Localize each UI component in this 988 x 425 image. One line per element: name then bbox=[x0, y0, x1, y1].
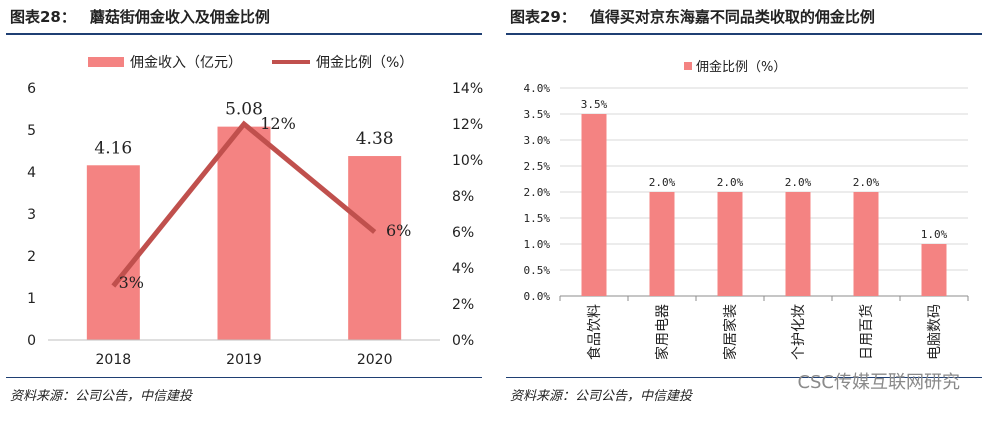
y-tick-label: 4 bbox=[27, 165, 36, 181]
bar-value-label: 2.0% bbox=[717, 176, 744, 189]
x-tick-label: 家居家装 bbox=[722, 304, 739, 360]
line-value-label: 6% bbox=[386, 221, 411, 240]
bar-value-label: 1.0% bbox=[921, 228, 948, 241]
y-tick-label: 3.5% bbox=[524, 108, 551, 121]
y2-tick-label: 0% bbox=[452, 333, 474, 349]
bar bbox=[717, 192, 743, 296]
x-tick-label: 家用电器 bbox=[654, 304, 671, 360]
y-tick-label: 4.0% bbox=[524, 82, 551, 95]
x-tick-label: 2018 bbox=[96, 352, 132, 368]
bar-value-label: 4.38 bbox=[356, 129, 394, 149]
x-tick-label: 食品饮料 bbox=[586, 304, 603, 360]
chart-panel-category-commission: 图表29： 值得买对京东海嘉不同品类收取的佣金比例 佣金比例（%） 0.0% 0.5%… bbox=[500, 0, 988, 425]
y2-tick-label: 14% bbox=[452, 81, 483, 97]
y-tick-label: 1.5% bbox=[524, 212, 551, 225]
figure-number: 图表29： bbox=[510, 8, 576, 26]
y-tick-label: 1 bbox=[27, 291, 36, 307]
y2-tick-label: 8% bbox=[452, 189, 474, 205]
bar-value-label: 4.16 bbox=[94, 138, 132, 158]
figure-caption: 蘑菇街佣金收入及佣金比例 bbox=[89, 8, 270, 26]
line-series bbox=[111, 120, 377, 288]
combo-chart: 佣金收入（亿元） 佣金比例（%） 0 1 2 3 4 5 6 0% 2% 4% 6% 8% 10% 12% 14… bbox=[27, 55, 483, 368]
bar-value-label: 2.0% bbox=[649, 176, 676, 189]
y-tick-label: 2 bbox=[27, 249, 36, 265]
y-tick-label: 0.5% bbox=[524, 264, 551, 277]
bar-chart: 佣金比例（%） 0.0% 0.5% 1.0% 1.5% 2.0% 2.5% 3.0% 3.5% 4… bbox=[524, 59, 969, 360]
bar-value-label: 2.0% bbox=[785, 176, 812, 189]
bottom-rule bbox=[6, 377, 482, 378]
x-tick-label: 电脑数码 bbox=[927, 304, 943, 360]
title-rule bbox=[506, 33, 982, 35]
figure-caption: 值得买对京东海嘉不同品类收取的佣金比例 bbox=[589, 8, 875, 26]
y2-tick-label: 4% bbox=[452, 261, 474, 277]
legend-swatch-bar bbox=[88, 57, 124, 67]
bar-value-label: 3.5% bbox=[581, 98, 608, 111]
bar bbox=[921, 244, 947, 296]
bar-value-label: 2.0% bbox=[853, 176, 880, 189]
legend-label-bar: 佣金比例（%） bbox=[696, 59, 786, 75]
y2-tick-label: 2% bbox=[452, 297, 474, 313]
x-tick-label: 2019 bbox=[226, 352, 262, 368]
legend: 佣金收入（亿元） 佣金比例（%） bbox=[88, 55, 413, 71]
bar bbox=[581, 114, 607, 296]
y-tick-label: 1.0% bbox=[524, 238, 551, 251]
source-note: 资料来源：公司公告，中信建投 bbox=[10, 389, 193, 404]
bar bbox=[785, 192, 811, 296]
x-tick-label: 日用百货 bbox=[858, 304, 875, 360]
line-value-label: 12% bbox=[260, 114, 296, 133]
source-note: 资料来源：公司公告，中信建投 bbox=[510, 389, 693, 404]
y-tick-label: 3 bbox=[27, 207, 36, 223]
y-tick-label: 0.0% bbox=[524, 290, 551, 303]
bar bbox=[348, 156, 402, 340]
line-value-label: 3% bbox=[119, 273, 144, 292]
y2-tick-label: 12% bbox=[452, 117, 483, 133]
x-tick-label: 2020 bbox=[357, 352, 393, 368]
y-tick-label: 2.0% bbox=[524, 186, 551, 199]
x-tick-label: 个护化妆 bbox=[791, 304, 807, 360]
y-tick-label: 3.0% bbox=[524, 134, 551, 147]
y-tick-label: 6 bbox=[27, 81, 36, 97]
bar bbox=[217, 126, 271, 340]
chart-panel-commission-income: 图表28： 蘑菇街佣金收入及佣金比例 佣金收入（亿元） 佣金比例（%） 0 1 2 3 4 5 6… bbox=[0, 0, 488, 425]
y-tick-label: 2.5% bbox=[524, 160, 551, 173]
title-rule bbox=[6, 33, 482, 35]
figure-number: 图表28： bbox=[10, 8, 76, 26]
watermark: CSC传媒互联网研究 bbox=[797, 372, 960, 393]
y2-tick-label: 10% bbox=[452, 153, 483, 169]
bottom-rule bbox=[506, 377, 982, 378]
legend-swatch-bar bbox=[684, 62, 692, 70]
figure-title: 图表28： 蘑菇街佣金收入及佣金比例 bbox=[10, 6, 270, 27]
legend-label-bar: 佣金收入（亿元） bbox=[130, 55, 242, 71]
bar bbox=[86, 165, 140, 340]
bar bbox=[853, 192, 879, 296]
y-tick-label: 5 bbox=[27, 123, 36, 139]
y2-tick-label: 6% bbox=[452, 225, 474, 241]
y-tick-label: 0 bbox=[27, 333, 36, 349]
bar-value-label: 5.08 bbox=[225, 100, 263, 120]
bar bbox=[649, 192, 675, 296]
legend-label-line: 佣金比例（%） bbox=[316, 55, 413, 71]
figure-title: 图表29： 值得买对京东海嘉不同品类收取的佣金比例 bbox=[510, 6, 875, 27]
